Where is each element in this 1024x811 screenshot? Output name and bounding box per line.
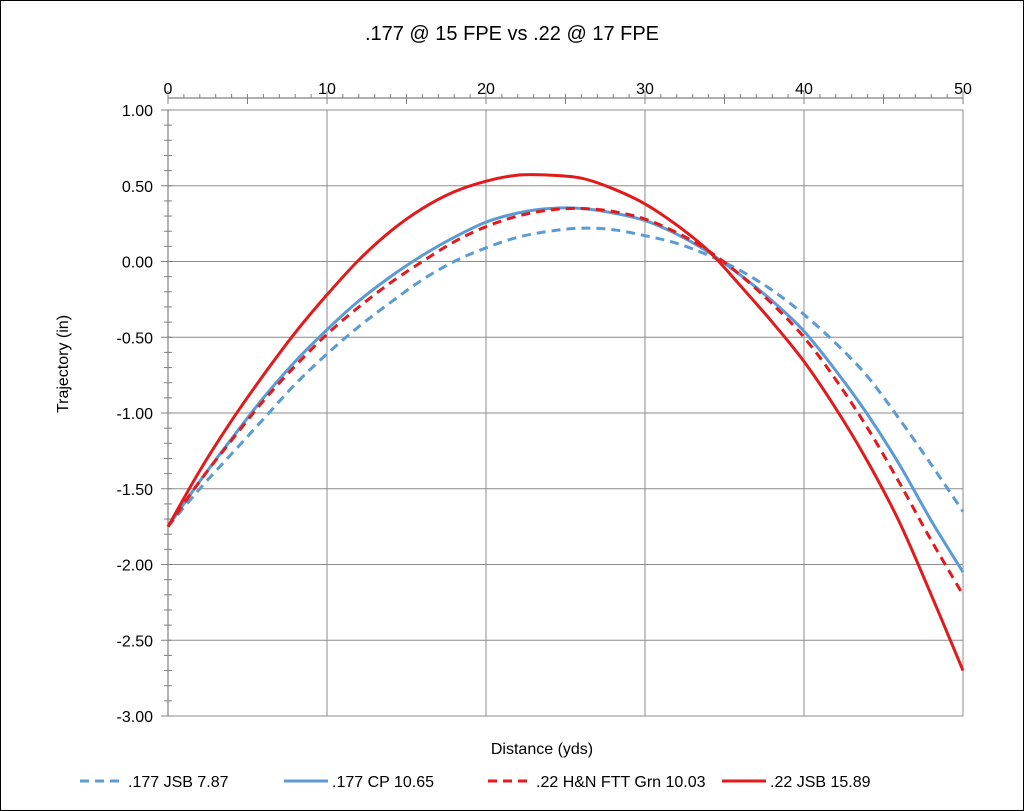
axes: 1.00 0.50 0.00 -0.50 -1.00 -1.50 -2.00 -2.50 -3.… [117,81,972,726]
y-axis-label: Trajectory (in) [55,315,72,413]
x-axis-label: Distance (yds) [491,741,593,758]
y-tick-label: 0.00 [122,255,153,272]
y-tick-label: -1.00 [117,406,154,423]
chart-title: .177 @ 15 FPE vs .22 @ 17 FPE [365,23,659,45]
series-lines [166,173,965,672]
series-line-3 [166,206,965,596]
series-line-4 [166,173,965,672]
y-tick-label: -2.00 [117,558,154,575]
legend-label: .22 H&N FTT Grn 10.03 [536,774,706,791]
x-tick-label: 40 [795,81,813,98]
x-tick-label: 30 [636,81,654,98]
legend-label: .177 CP 10.65 [332,774,434,791]
x-tick-label: 0 [164,81,173,98]
y-tick-label: 0.50 [122,179,153,196]
grid [167,109,964,717]
legend-label: .177 JSB 7.87 [128,774,229,791]
y-tick-label: 1.00 [122,103,153,120]
legend: .177 JSB 7.87 .177 CP 10.65 .22 H&N FTT Gr… [80,774,871,791]
x-tick-label: 50 [954,81,972,98]
y-tick-label: -0.50 [117,330,154,347]
y-tick-label: -2.50 [117,633,154,650]
legend-label: .22 JSB 15.89 [770,774,871,791]
y-tick-label: -3.00 [117,709,154,726]
x-tick-label: 10 [318,81,336,98]
series-line-1 [166,226,965,528]
y-tick-label: -1.50 [117,482,154,499]
x-tick-label: 20 [477,81,495,98]
